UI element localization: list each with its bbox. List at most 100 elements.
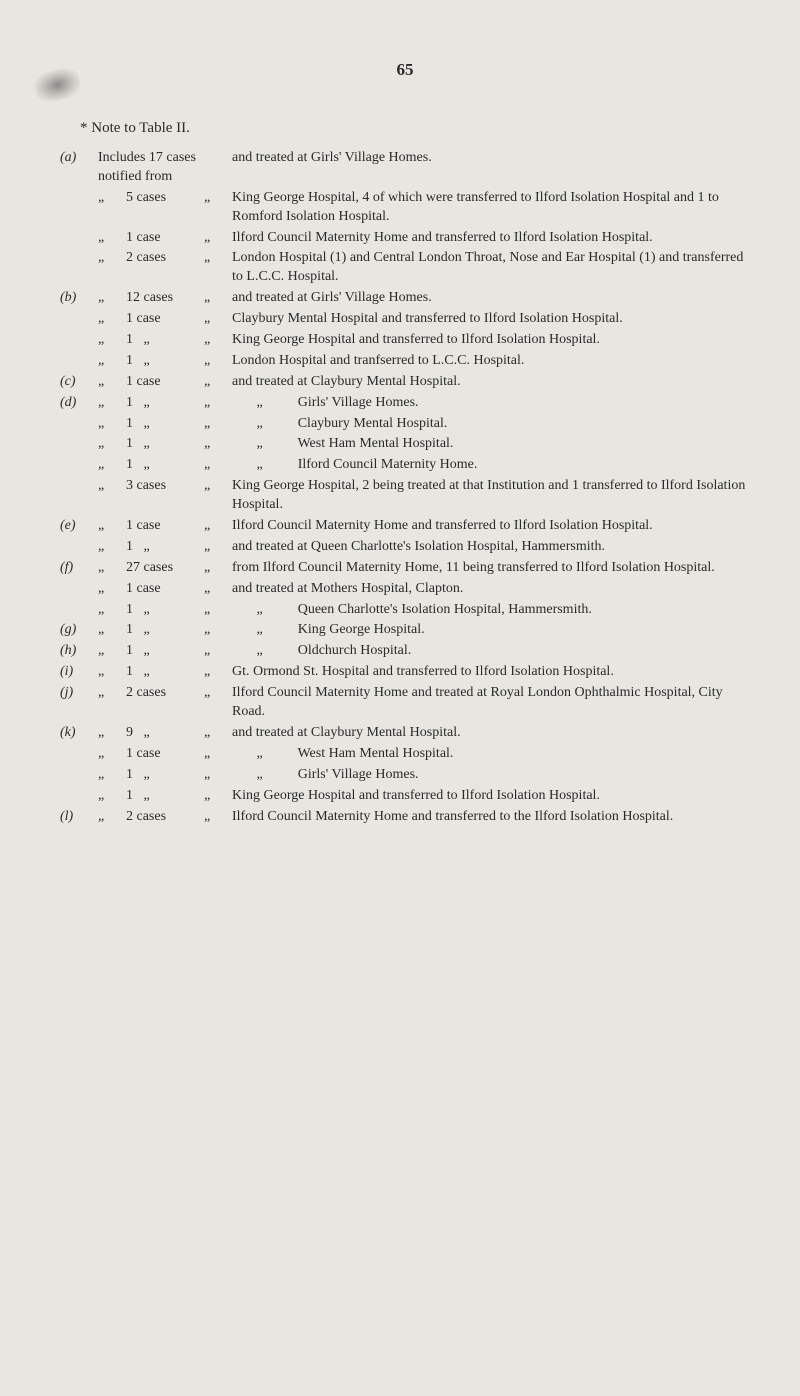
row-ditto-left: „ bbox=[98, 394, 126, 413]
row-ditto-left: „ bbox=[98, 189, 126, 227]
row-description: and treated at Queen Charlotte's Isolati… bbox=[232, 538, 750, 557]
table-row: „1 „„ „ Ilford Council Maternity Home. bbox=[60, 456, 750, 475]
row-description: „ Oldchurch Hospital. bbox=[232, 642, 750, 661]
table-row: (k)„9 „„and treated at Claybury Mental H… bbox=[60, 724, 750, 743]
table-row: „1 case„ „ West Ham Mental Hospital. bbox=[60, 745, 750, 764]
row-description: „ West Ham Mental Hospital. bbox=[232, 745, 750, 764]
row-letter: (d) bbox=[60, 394, 98, 413]
row-ditto-right: „ bbox=[204, 766, 232, 785]
table-row: „3 cases„King George Hospital, 2 being t… bbox=[60, 477, 750, 515]
table-row: „1 „„and treated at Queen Charlotte's Is… bbox=[60, 538, 750, 557]
row-description: Claybury Mental Hospital and transferred… bbox=[232, 310, 750, 329]
row-ditto-left: „ bbox=[98, 477, 126, 515]
row-description: „ Girls' Village Homes. bbox=[232, 394, 750, 413]
row-ditto-right: „ bbox=[204, 373, 232, 392]
row-count: 12 cases bbox=[126, 289, 204, 308]
row-letter bbox=[60, 538, 98, 557]
row-ditto-right: „ bbox=[204, 663, 232, 682]
row-count: 1 „ bbox=[126, 663, 204, 682]
row-ditto-left: „ bbox=[98, 580, 126, 599]
note-title: * Note to Table II. bbox=[60, 120, 750, 137]
table-row: „5 cases„King George Hospital, 4 of whic… bbox=[60, 189, 750, 227]
row-letter bbox=[60, 766, 98, 785]
row-ditto-left: „ bbox=[98, 373, 126, 392]
row-description: „ Girls' Village Homes. bbox=[232, 766, 750, 785]
row-letter: (j) bbox=[60, 684, 98, 722]
page-number: 65 bbox=[60, 60, 750, 80]
row-ditto-right: „ bbox=[204, 684, 232, 722]
row-count: 1 „ bbox=[126, 415, 204, 434]
row-letter bbox=[60, 580, 98, 599]
table-row: „1 „„ „ West Ham Mental Hospital. bbox=[60, 435, 750, 454]
row-count: 1 „ bbox=[126, 456, 204, 475]
entries-container: (a)Includes 17 cases notified fromand tr… bbox=[60, 149, 750, 826]
row-ditto-left: „ bbox=[98, 559, 126, 578]
row-ditto-right: „ bbox=[204, 642, 232, 661]
row-ditto-right: „ bbox=[204, 229, 232, 248]
table-row: (l)„2 cases„Ilford Council Maternity Hom… bbox=[60, 808, 750, 827]
row-letter bbox=[60, 331, 98, 350]
table-row: (i)„1 „„Gt. Ormond St. Hospital and tran… bbox=[60, 663, 750, 682]
row-ditto-left: „ bbox=[98, 684, 126, 722]
row-description: „ West Ham Mental Hospital. bbox=[232, 435, 750, 454]
table-row: „1 „„ „ Claybury Mental Hospital. bbox=[60, 415, 750, 434]
row-description: Ilford Council Maternity Home and transf… bbox=[232, 808, 750, 827]
row-count: 1 „ bbox=[126, 538, 204, 557]
table-row: (d)„1 „„ „ Girls' Village Homes. bbox=[60, 394, 750, 413]
row-ditto-right: „ bbox=[204, 189, 232, 227]
row-ditto-right: „ bbox=[204, 352, 232, 371]
row-count: 1 „ bbox=[126, 766, 204, 785]
row-count: 27 cases bbox=[126, 559, 204, 578]
row-ditto-left: „ bbox=[98, 538, 126, 557]
row-letter bbox=[60, 189, 98, 227]
row-count: 1 case bbox=[126, 517, 204, 536]
table-row: (h)„1 „„ „ Oldchurch Hospital. bbox=[60, 642, 750, 661]
row-description: King George Hospital and transferred to … bbox=[232, 787, 750, 806]
table-row: (b)„12 cases„and treated at Girls' Villa… bbox=[60, 289, 750, 308]
row-letter bbox=[60, 310, 98, 329]
table-row: „1 „„King George Hospital and transferre… bbox=[60, 331, 750, 350]
row-letter: (e) bbox=[60, 517, 98, 536]
row-description: „ Ilford Council Maternity Home. bbox=[232, 456, 750, 475]
table-row: „1 „„London Hospital and tranfserred to … bbox=[60, 352, 750, 371]
row-letter: (f) bbox=[60, 559, 98, 578]
table-row: „1 „„ „ Girls' Village Homes. bbox=[60, 766, 750, 785]
row-ditto-right: „ bbox=[204, 621, 232, 640]
row-description: „ Queen Charlotte's Isolation Hospital, … bbox=[232, 601, 750, 620]
row-count: 1 „ bbox=[126, 352, 204, 371]
row-ditto-right: „ bbox=[204, 787, 232, 806]
row-letter bbox=[60, 435, 98, 454]
row-letter bbox=[60, 229, 98, 248]
row-ditto-right: „ bbox=[204, 559, 232, 578]
row-letter bbox=[60, 787, 98, 806]
row-description: Ilford Council Maternity Home and treate… bbox=[232, 684, 750, 722]
row-ditto-right: „ bbox=[204, 745, 232, 764]
row-description: and treated at Girls' Village Homes. bbox=[232, 289, 750, 308]
row-ditto-right: „ bbox=[204, 724, 232, 743]
row-description: King George Hospital, 4 of which were tr… bbox=[232, 189, 750, 227]
row-ditto-right: „ bbox=[204, 517, 232, 536]
table-row: „1 case„and treated at Mothers Hospital,… bbox=[60, 580, 750, 599]
row-ditto-right: „ bbox=[204, 580, 232, 599]
row-ditto-left: „ bbox=[98, 415, 126, 434]
table-row: „1 case„Ilford Council Maternity Home an… bbox=[60, 229, 750, 248]
row-ditto-left: „ bbox=[98, 663, 126, 682]
row-ditto-right: „ bbox=[204, 456, 232, 475]
row-description: „ Claybury Mental Hospital. bbox=[232, 415, 750, 434]
row-ditto-left: „ bbox=[98, 787, 126, 806]
row-letter: (a) bbox=[60, 149, 98, 187]
row-ditto-left: „ bbox=[98, 808, 126, 827]
row-ditto-right: „ bbox=[204, 477, 232, 515]
row-letter: (k) bbox=[60, 724, 98, 743]
row-ditto-left: „ bbox=[98, 352, 126, 371]
row-ditto-right: „ bbox=[204, 415, 232, 434]
row-letter: (g) bbox=[60, 621, 98, 640]
row-ditto-left: „ bbox=[98, 766, 126, 785]
row-description: King George Hospital and transferred to … bbox=[232, 331, 750, 350]
row-ditto-left: „ bbox=[98, 331, 126, 350]
row-description: Gt. Ormond St. Hospital and transferred … bbox=[232, 663, 750, 682]
row-count: 1 case bbox=[126, 745, 204, 764]
row-ditto-right: „ bbox=[204, 394, 232, 413]
row-count: 1 „ bbox=[126, 787, 204, 806]
row-ditto-right: „ bbox=[204, 808, 232, 827]
